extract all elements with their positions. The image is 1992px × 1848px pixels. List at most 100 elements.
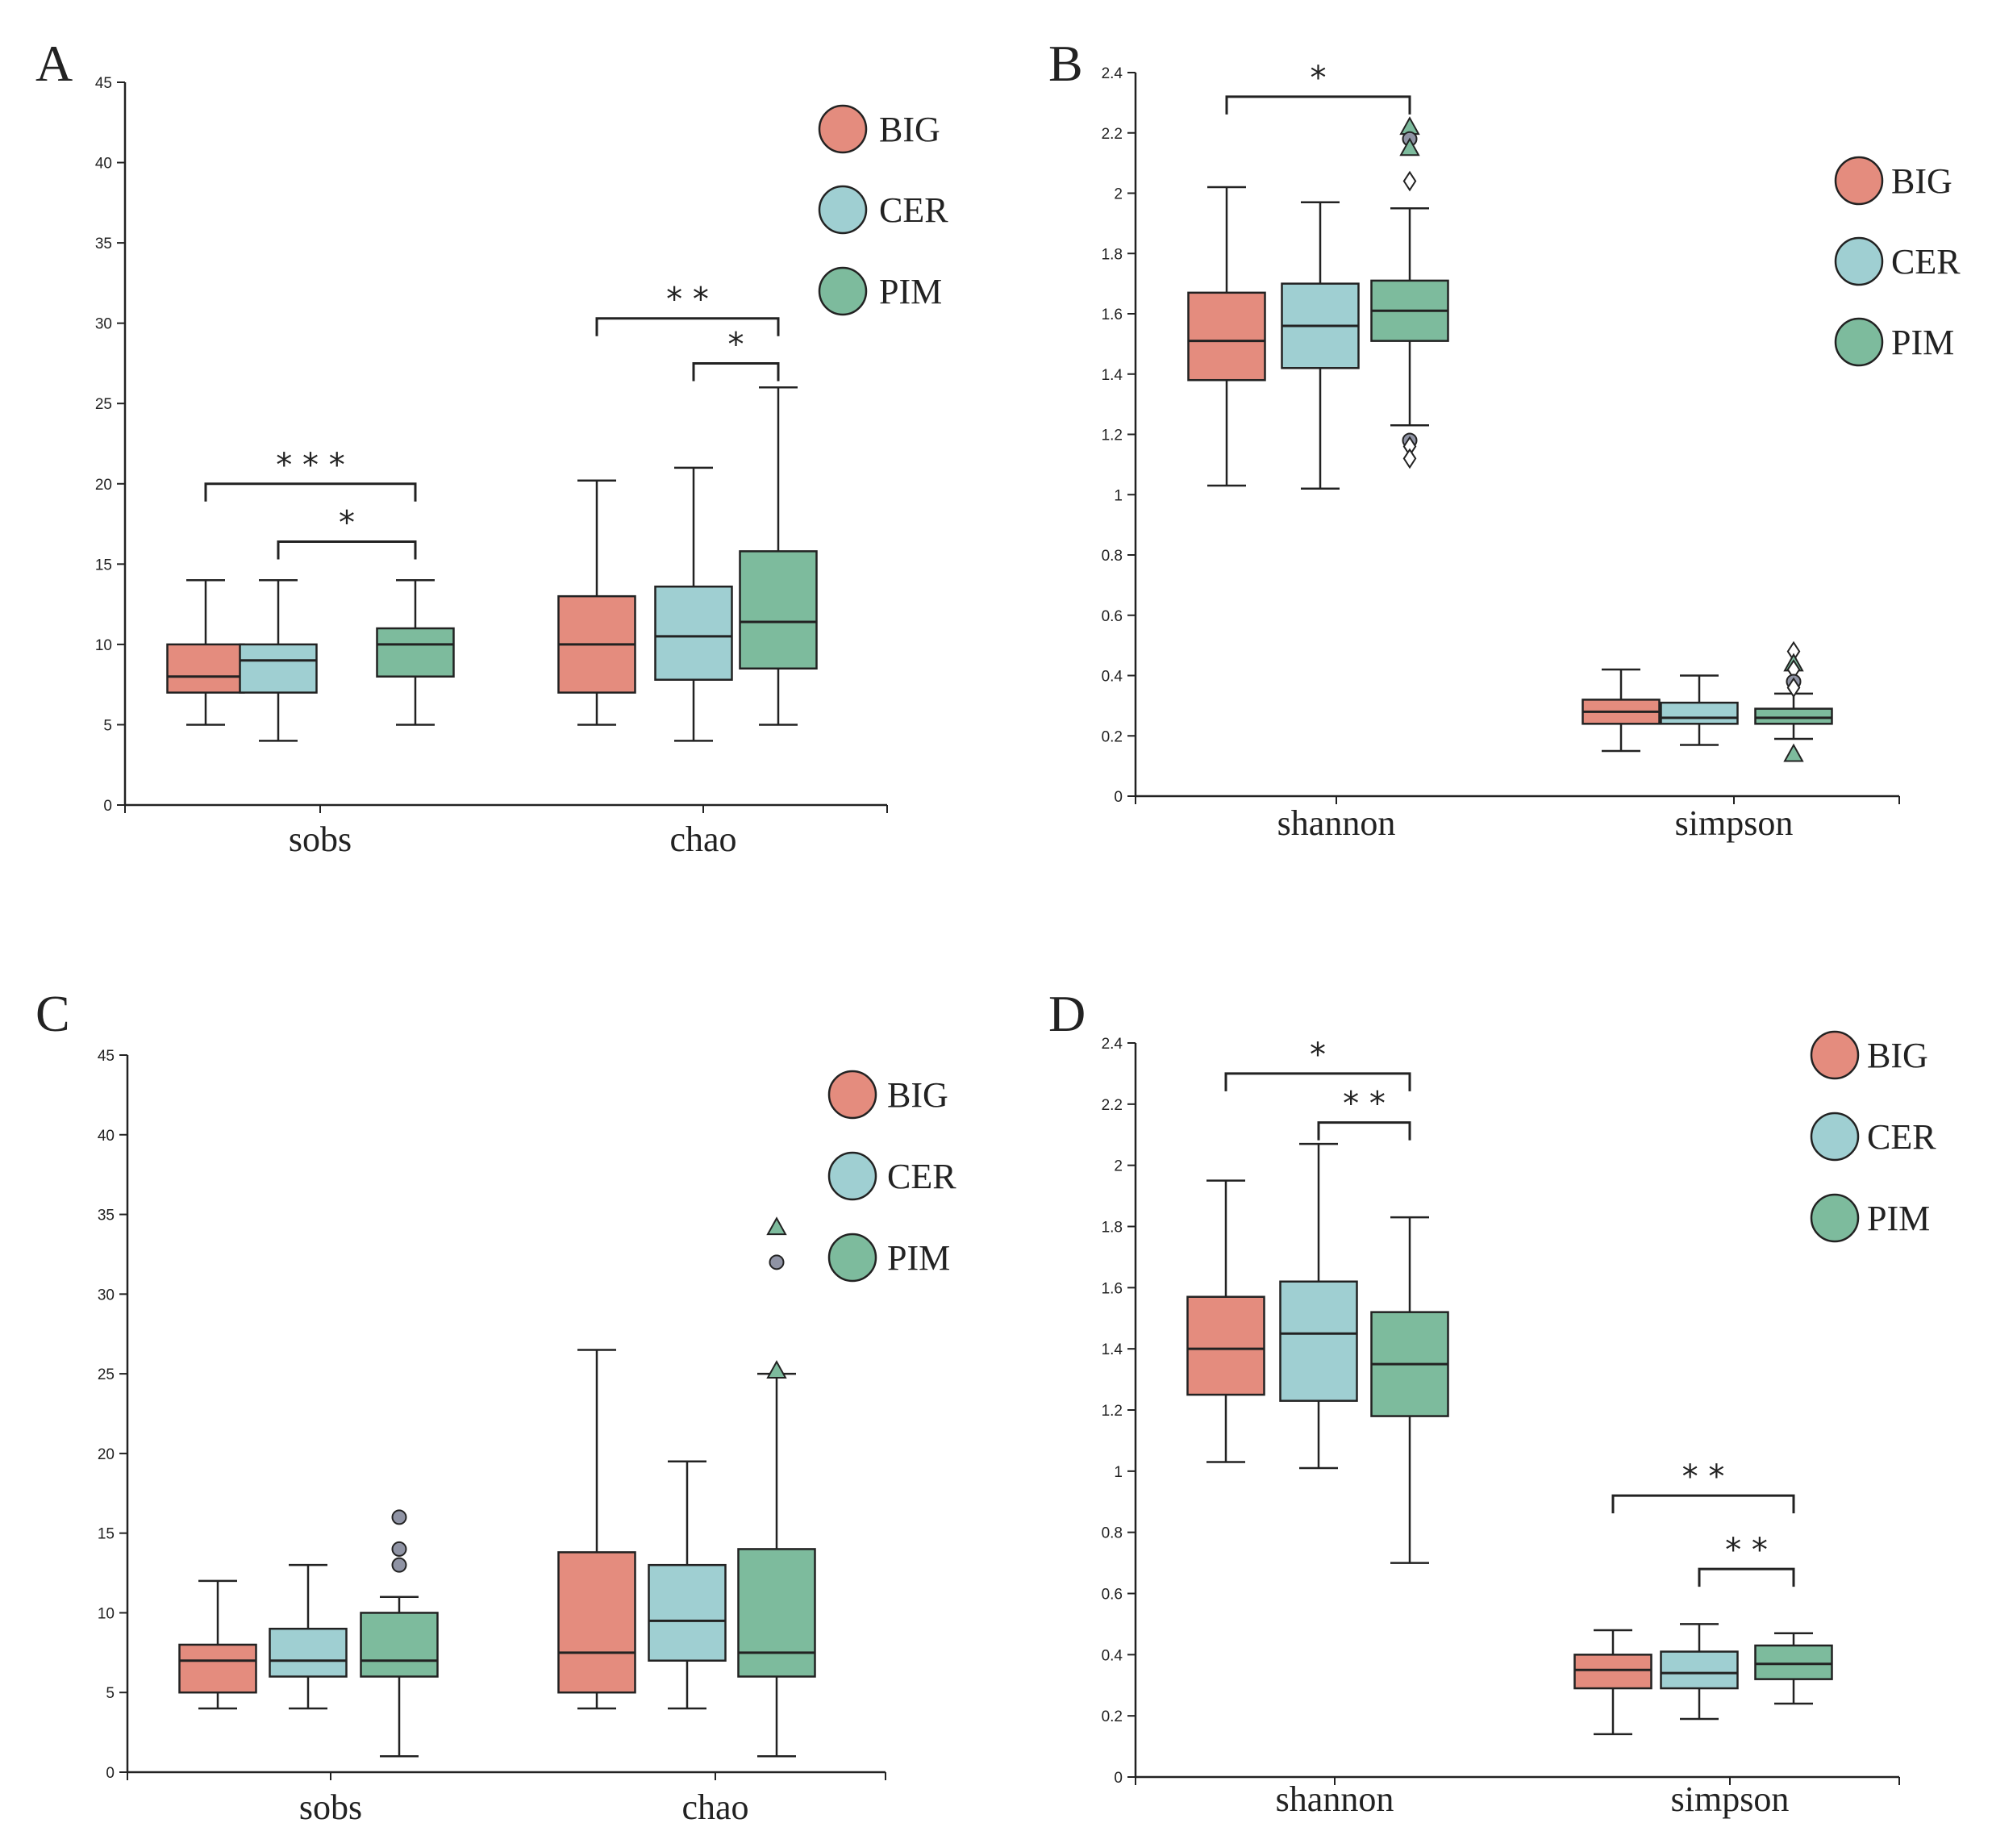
- y-tick-label: 40: [95, 156, 112, 173]
- box-body: [1660, 701, 1739, 725]
- box-simpson-cer: [1660, 1623, 1739, 1721]
- legend-label: PIM: [887, 1238, 950, 1278]
- y-tick-label: 35: [95, 236, 112, 252]
- box-shannon-cer: [1279, 1142, 1358, 1470]
- panel-letter: A: [35, 35, 73, 92]
- box-body: [648, 1563, 727, 1662]
- box-simpson-pim: [1754, 1632, 1833, 1705]
- legend-label: BIG: [1891, 161, 1952, 201]
- y-tick-label: 15: [98, 1526, 115, 1543]
- y-tick-label: 0.6: [1102, 608, 1123, 625]
- significance-label: * *: [666, 282, 709, 319]
- panel-letter: D: [1048, 985, 1086, 1042]
- y-tick-label: 5: [106, 1685, 115, 1702]
- y-tick-label: 0: [106, 1765, 115, 1782]
- legend-item-pim: PIM: [827, 1233, 950, 1283]
- y-tick-label: 2.2: [1102, 1097, 1123, 1114]
- box-sobs-big: [166, 578, 245, 726]
- box-body: [269, 1627, 348, 1678]
- legend-item-cer: CER: [818, 185, 948, 235]
- significance-bracket: [1225, 95, 1411, 115]
- x-tick-label: sobs: [299, 1788, 362, 1827]
- box-simpson-pim: [1754, 692, 1833, 740]
- significance-bracket: [1317, 1121, 1411, 1141]
- x-tick-label: chao: [681, 1788, 748, 1827]
- y-tick-label: 0.4: [1102, 669, 1123, 686]
- legend-swatch: [1834, 236, 1884, 286]
- box-body: [178, 1643, 257, 1694]
- legend-swatch: [827, 1233, 877, 1283]
- panel-letter: B: [1048, 35, 1083, 92]
- legend-label: BIG: [879, 110, 940, 149]
- legend-item-cer: CER: [1834, 236, 1961, 286]
- y-tick-label: 0.6: [1102, 1587, 1123, 1604]
- y-tick-label: 1.4: [1102, 1341, 1123, 1358]
- box-chao-cer: [648, 1460, 727, 1710]
- box-body: [166, 643, 245, 694]
- y-tick-label: 0.2: [1102, 728, 1123, 745]
- outlier-diamond: [1402, 170, 1417, 192]
- y-tick-label: 5: [103, 717, 112, 734]
- significance-bracket: [1224, 1072, 1411, 1091]
- y-tick-label: 0.4: [1102, 1647, 1123, 1664]
- box-chao-pim: [737, 1372, 816, 1758]
- legend-swatch: [818, 266, 868, 316]
- y-tick-label: 45: [95, 75, 112, 92]
- legend-label: CER: [1891, 242, 1961, 282]
- outlier-triangle: [1399, 137, 1420, 156]
- box-body: [1573, 1654, 1652, 1690]
- legend-item-big: BIG: [827, 1070, 948, 1120]
- x-tick-label: simpson: [1671, 1779, 1790, 1819]
- box-body: [1660, 1650, 1739, 1690]
- significance-bracket: [595, 317, 780, 336]
- legend-label: PIM: [879, 272, 942, 311]
- significance-bracket: [204, 482, 417, 502]
- box-body: [1754, 707, 1833, 725]
- legend-swatch: [818, 185, 868, 235]
- box-chao-big: [557, 1349, 636, 1710]
- x-tick-label: simpson: [1675, 803, 1794, 843]
- legend-swatch: [1834, 317, 1884, 367]
- legend-item-pim: PIM: [1810, 1193, 1930, 1243]
- box-shannon-cer: [1281, 201, 1360, 490]
- y-tick-label: 30: [98, 1287, 115, 1304]
- significance-label: *: [339, 504, 355, 541]
- legend-item-big: BIG: [818, 104, 940, 154]
- legend-label: BIG: [1867, 1036, 1928, 1075]
- legend-swatch: [1810, 1030, 1860, 1080]
- y-tick-label: 1.8: [1102, 246, 1123, 263]
- box-chao-cer: [654, 466, 733, 742]
- y-tick-label: 25: [95, 396, 112, 413]
- legend-swatch: [1810, 1112, 1860, 1162]
- significance-bracket: [1698, 1567, 1795, 1587]
- box-sobs-cer: [269, 1563, 348, 1710]
- outlier-circle: [391, 1509, 407, 1525]
- outlier-triangle: [1783, 743, 1804, 762]
- y-tick-label: 1.2: [1102, 1403, 1123, 1420]
- box-chao-big: [557, 479, 636, 726]
- box-sobs-big: [178, 1579, 257, 1710]
- y-tick-label: 2: [1114, 186, 1123, 203]
- y-tick-label: 15: [95, 557, 112, 574]
- box-simpson-cer: [1660, 674, 1739, 746]
- x-tick-label: sobs: [289, 820, 352, 859]
- box-body: [1279, 1280, 1358, 1402]
- legend-swatch: [827, 1151, 877, 1201]
- legend-label: CER: [879, 190, 948, 230]
- outlier-circle: [391, 1557, 407, 1573]
- significance-label: *: [1311, 60, 1327, 97]
- significance-label: * *: [1343, 1086, 1386, 1123]
- y-tick-label: 0.8: [1102, 548, 1123, 565]
- box-shannon-pim: [1370, 206, 1449, 427]
- panel-a: A 0 5 10 15 20 25 30 35 40 45 sobs chao * * * * * * * BIG…: [35, 35, 948, 859]
- panel-b: B 0 0.2 0.4 0.6 0.8 1 1.2 1.4 1.6 1.8 2 2.2 2.4 shanno…: [1048, 35, 1961, 843]
- y-tick-label: 20: [98, 1446, 115, 1463]
- box-body: [1754, 1644, 1833, 1680]
- box-shannon-pim: [1370, 1216, 1449, 1564]
- legend-item-cer: CER: [827, 1151, 956, 1201]
- y-tick-label: 0.8: [1102, 1525, 1123, 1542]
- outlier-diamond: [1786, 677, 1801, 699]
- y-tick-label: 2.2: [1102, 126, 1123, 143]
- y-tick-label: 0: [1114, 1770, 1123, 1787]
